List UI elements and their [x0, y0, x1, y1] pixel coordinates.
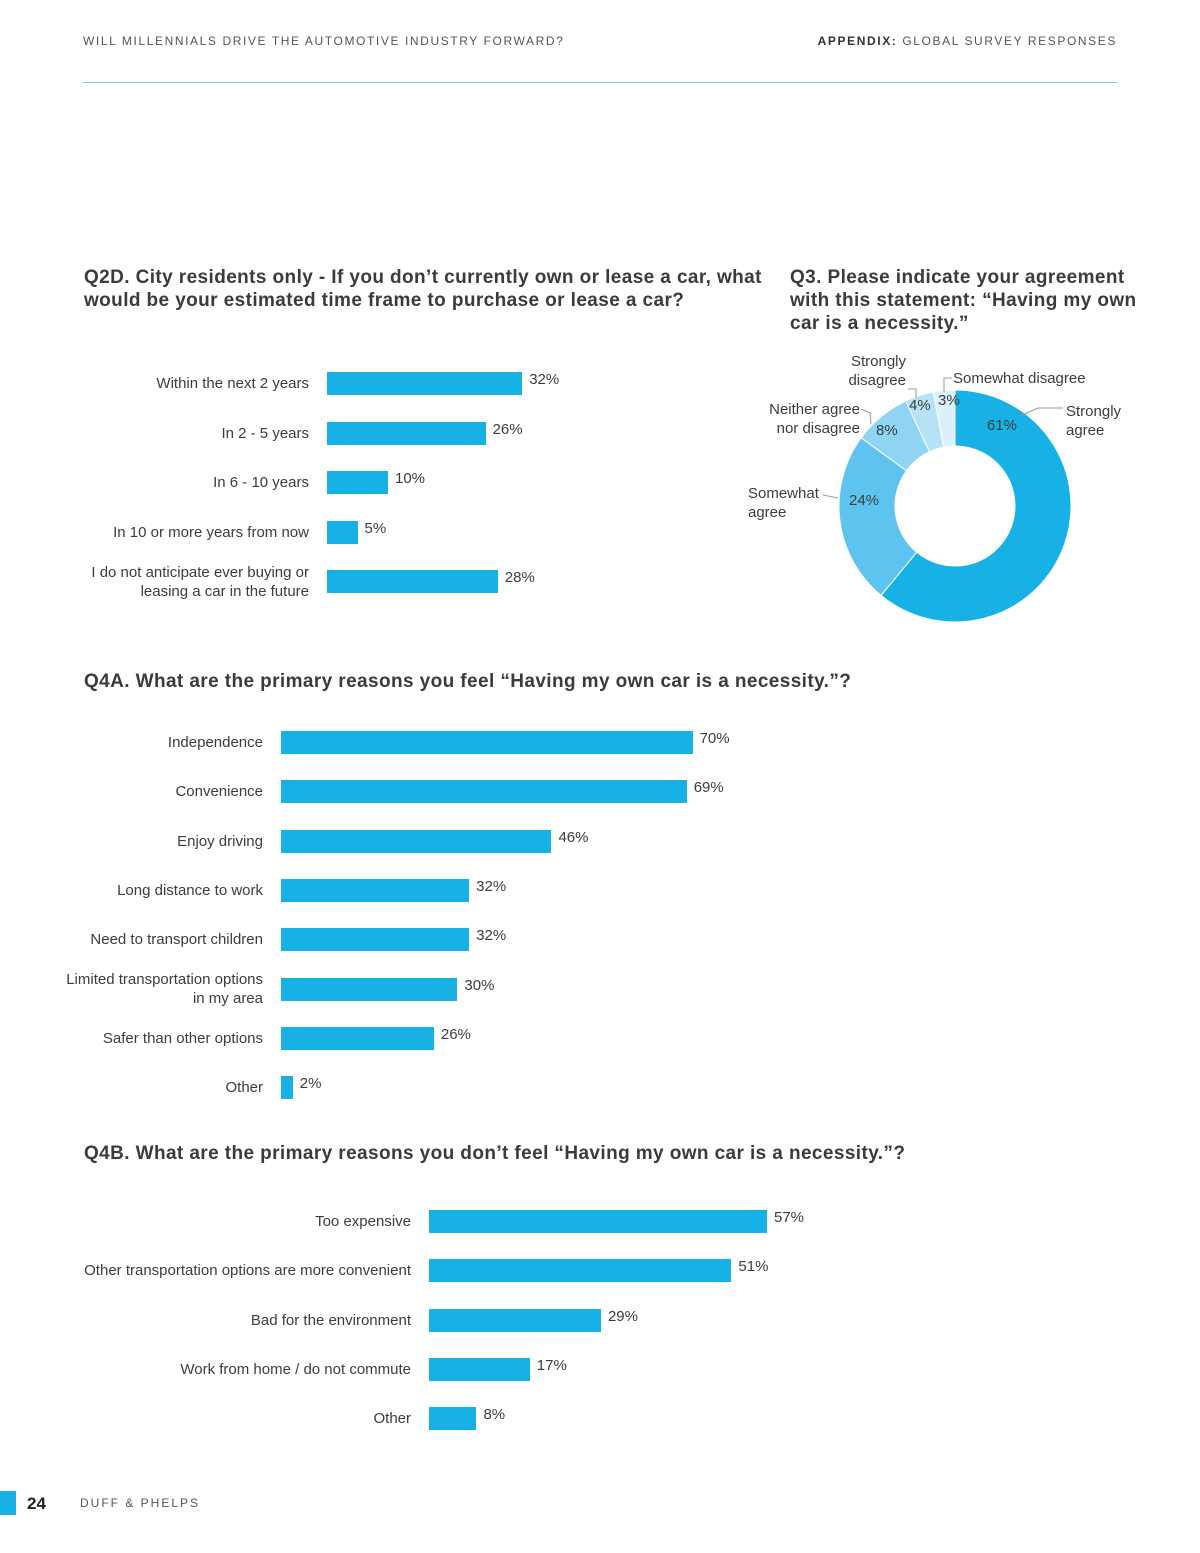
- q3-donut-chart: Strongly agree Somewhat agree Neither ag…: [730, 340, 1150, 640]
- donut-legend-text: Somewhat agree: [748, 485, 819, 521]
- q4b-bar: [429, 1357, 530, 1381]
- q4b-bar: [429, 1259, 732, 1283]
- q2d-bar: [327, 421, 486, 445]
- q4a-bar: [281, 878, 470, 902]
- q2d-value-label: 28%: [504, 569, 535, 586]
- running-header-section: APPENDIX: GLOBAL SURVEY RESPONSES: [818, 34, 1117, 48]
- q4a-value-label: 32%: [476, 877, 507, 895]
- q4b-category-label: Bad for the environment: [250, 1311, 411, 1329]
- value-somewhat-agree: 24%: [849, 492, 880, 509]
- q2d-value-label: 10%: [395, 470, 426, 487]
- q4b-value-label: 17%: [536, 1356, 567, 1374]
- q4b-category-label: Too expensive: [315, 1213, 411, 1230]
- q4b-bar: [429, 1210, 767, 1233]
- legend-strongly-agree: Strongly agree: [1066, 402, 1136, 440]
- value-strongly-agree: 61%: [987, 417, 1018, 434]
- q4b-value-label: 29%: [607, 1307, 638, 1325]
- donut-legend-text: Somewhat disagree: [953, 370, 1086, 387]
- q2d-category-label: Within the next 2 years: [156, 375, 309, 392]
- q2d-bar: [327, 570, 498, 593]
- q4a-bar: [281, 1026, 434, 1050]
- q4a-bar: [281, 731, 693, 754]
- legend-strongly-disagree: Strongly disagree: [828, 352, 906, 390]
- q2d-bar: [327, 372, 523, 395]
- q2d-bar: [327, 471, 388, 494]
- q4a-value-label: 32%: [476, 927, 507, 945]
- leader-strongly-disagree: [908, 388, 917, 398]
- donut-legend-text: Strongly disagree: [848, 353, 906, 389]
- q4a-bar: [281, 977, 458, 1001]
- q4a-category-label: Other: [225, 1079, 263, 1097]
- q4b-value-label: 51%: [738, 1258, 769, 1276]
- q4b-bar: [429, 1308, 601, 1332]
- q4a-category-label: Long distance to work: [117, 881, 263, 899]
- q4a-category-label: Safer than other options: [102, 1029, 263, 1047]
- q4a-category-label: Convenience: [175, 783, 263, 801]
- q4a-bar: [281, 780, 687, 804]
- value-strongly-disagree: 4%: [909, 397, 931, 414]
- q4b-category-label: Other transportation options are more co…: [84, 1262, 411, 1280]
- q4a-value-label: 2%: [299, 1075, 322, 1093]
- q4a-bar: [281, 928, 470, 952]
- q4a-title: Q4A. What are the primary reasons you fe…: [84, 671, 852, 692]
- q4a-category-label: Need to transport children: [90, 931, 263, 949]
- q4a-category-label: Enjoy driving: [177, 832, 263, 850]
- q4b-category-label: Other: [373, 1410, 411, 1428]
- q2d-value-label: 26%: [492, 420, 523, 438]
- q3-donut-svg: [822, 377, 1072, 623]
- q2d-category-label: In 10 or more years from now: [113, 523, 309, 541]
- q2d-category-label: In 2 - 5 years: [221, 424, 309, 442]
- section-name: GLOBAL SURVEY RESPONSES: [897, 34, 1117, 48]
- q4a-value-label: 46%: [558, 828, 589, 846]
- q2d-category-label: I do not anticipate ever buying or leasi…: [91, 563, 309, 600]
- q4a-bar: [281, 1076, 293, 1100]
- q2d-title: Q2D. City residents only - If you don’t …: [84, 267, 762, 311]
- legend-neither: Neither agree nor disagree: [760, 400, 860, 438]
- q4a-value-label: 69%: [693, 779, 724, 797]
- donut-legend-text: Strongly agree: [1066, 403, 1122, 439]
- leader-strongly-agree: [1019, 407, 1063, 417]
- q4a-value-label: 30%: [464, 976, 495, 994]
- donut-slice-strongly-agree: [880, 389, 1072, 623]
- q2d-value-label: 32%: [529, 371, 560, 388]
- q3-title: Q3. Please indicate your agreement with …: [790, 267, 1137, 334]
- donut-legend-text: Neither agree nor disagree: [769, 401, 860, 437]
- q4b-category-label: Work from home / do not commute: [180, 1360, 411, 1378]
- q4b-value-label: 8%: [483, 1406, 506, 1424]
- q4b-bar: [429, 1407, 477, 1431]
- leader-somewhat-agree: [822, 494, 839, 499]
- q4a-bar-chart: Independence 70% Convenience 69% Enjoy drivi…: [66, 730, 730, 1100]
- donut-slice-somewhat-agree: [838, 437, 918, 597]
- q4a-bar: [281, 829, 552, 853]
- page-number: 24: [27, 1494, 46, 1513]
- q4b-title: Q4B. What are the primary reasons you do…: [84, 1143, 906, 1164]
- leader-neither: [860, 408, 872, 425]
- section-label: APPENDIX:: [817, 34, 898, 48]
- value-neither: 8%: [876, 422, 898, 439]
- q4a-value-label: 70%: [699, 730, 730, 747]
- value-somewhat-disagree: 3%: [938, 392, 960, 409]
- q2d-value-label: 5%: [364, 519, 387, 537]
- q4a-category-label: Independence: [167, 734, 263, 751]
- q4a-category-label: Limited transportation options in my are…: [66, 971, 263, 1007]
- q4a-value-label: 26%: [440, 1025, 471, 1043]
- legend-somewhat-disagree: Somewhat disagree: [953, 369, 1086, 388]
- running-header-title: WILL MILLENNIALS DRIVE THE AUTOMOTIVE IN…: [83, 34, 565, 48]
- donut-slice-somewhat-disagree: [932, 389, 956, 448]
- q4b-value-label: 57%: [774, 1209, 805, 1226]
- q2d-bar-chart: Within the next 2 years 32% In 2 - 5 years…: [0, 0, 760, 640]
- footer-brand: DUFF & PHELPS: [80, 1496, 201, 1510]
- footer-accent-square: [0, 1491, 16, 1515]
- header-rule: [83, 82, 1117, 83]
- leader-somewhat-disagree: [943, 377, 952, 392]
- q2d-category-label: In 6 - 10 years: [213, 474, 309, 491]
- legend-somewhat-agree: Somewhat agree: [748, 484, 824, 522]
- q2d-bar: [327, 520, 358, 544]
- q4b-bar-chart: Too expensive 57% Other transportation opt…: [84, 1209, 805, 1431]
